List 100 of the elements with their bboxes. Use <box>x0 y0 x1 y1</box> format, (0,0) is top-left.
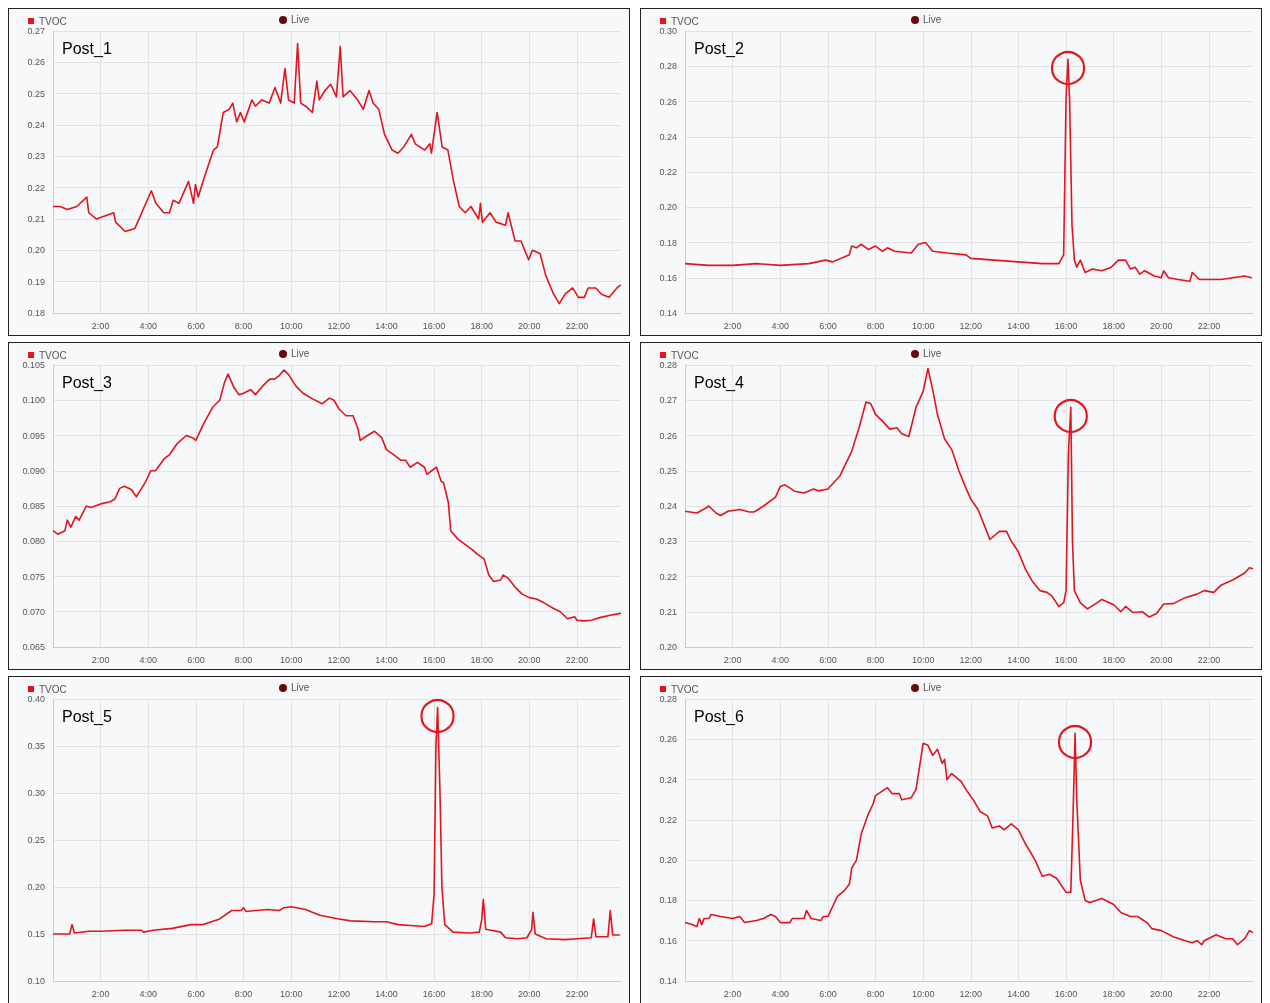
y-tick-label: 0.28 <box>659 61 677 72</box>
y-tick-label: 0.27 <box>659 395 677 406</box>
y-tick-label: 0.22 <box>659 571 677 582</box>
x-tick-label: 8:00 <box>234 988 253 999</box>
y-tick-label: 0.21 <box>27 214 45 224</box>
x-tick-label: 20:00 <box>1150 988 1173 999</box>
x-tick-label: 18:00 <box>1102 320 1125 331</box>
x-tick-label: 4:00 <box>771 654 790 665</box>
x-tick-label: 8:00 <box>234 654 253 665</box>
x-tick-label: 18:00 <box>470 988 493 999</box>
y-tick-label: 0.16 <box>659 272 677 283</box>
y-tick-label: 0.26 <box>27 57 45 68</box>
x-tick-label: 14:00 <box>1007 320 1030 331</box>
y-tick-label: 0.20 <box>659 202 677 213</box>
text: Live <box>923 348 942 359</box>
x-tick-label: 14:00 <box>1007 654 1030 665</box>
x-tick-label: 10:00 <box>911 320 935 331</box>
y-tick-label: 0.27 <box>27 26 45 36</box>
y-tick-label: 0.14 <box>659 308 677 318</box>
y-tick-label: 0.20 <box>27 882 45 892</box>
x-tick-label: 2:00 <box>723 320 742 331</box>
x-tick-label: 6:00 <box>819 320 837 331</box>
y-tick-label: 0.23 <box>659 536 677 547</box>
y-tick-label: 0.30 <box>659 26 677 36</box>
x-tick-label: 20:00 <box>518 654 541 665</box>
x-tick-label: 10:00 <box>279 320 303 331</box>
text: Post_3 <box>62 373 112 392</box>
y-tick-label: 0.25 <box>27 88 45 99</box>
y-tick-label: 0.20 <box>659 855 677 866</box>
x-tick-label: 20:00 <box>1150 654 1173 665</box>
y-tick-label: 0.100 <box>22 395 45 406</box>
y-tick-label: 0.25 <box>27 835 45 845</box>
y-tick-label: 0.14 <box>659 976 677 986</box>
y-tick-label: 0.070 <box>22 606 45 617</box>
x-tick-label: 20:00 <box>1150 320 1173 331</box>
text: Post_6 <box>694 707 744 726</box>
y-tick-label: 0.22 <box>659 814 677 825</box>
x-tick-label: 18:00 <box>470 654 493 665</box>
legend-label: TVOC <box>39 349 67 361</box>
x-tick-label: 16:00 <box>1054 988 1078 999</box>
x-tick-label: 12:00 <box>327 988 351 999</box>
x-tick-label: 10:00 <box>911 654 935 665</box>
x-tick-label: 2:00 <box>91 654 110 665</box>
y-tick-label: 0.075 <box>22 571 45 582</box>
x-tick-label: 4:00 <box>771 988 790 999</box>
x-tick-label: 4:00 <box>139 654 158 665</box>
y-tick-label: 0.24 <box>27 120 45 130</box>
text: Live <box>291 682 310 693</box>
text: Live <box>291 348 310 359</box>
x-tick-label: 2:00 <box>723 654 742 665</box>
x-tick-label: 18:00 <box>1102 988 1125 999</box>
x-tick-label: 6:00 <box>187 320 205 331</box>
text: Post_2 <box>694 39 744 58</box>
text: Post_1 <box>62 39 112 58</box>
y-tick-label: 0.35 <box>27 741 45 751</box>
x-tick-label: 8:00 <box>234 320 253 331</box>
y-tick-label: 0.19 <box>27 276 45 287</box>
x-tick-label: 14:00 <box>1007 988 1030 999</box>
text: Post_5 <box>62 707 112 726</box>
y-tick-label: 0.23 <box>27 151 45 162</box>
legend-label: TVOC <box>671 15 699 27</box>
x-tick-label: 12:00 <box>327 320 351 331</box>
y-tick-label: 0.16 <box>659 935 677 946</box>
y-tick-label: 0.095 <box>22 430 45 441</box>
text: Live <box>923 682 942 693</box>
x-tick-label: 14:00 <box>375 320 398 331</box>
y-tick-label: 0.24 <box>659 131 677 142</box>
y-tick-label: 0.15 <box>27 929 45 939</box>
y-tick-label: 0.24 <box>659 501 677 511</box>
x-tick-label: 22:00 <box>565 654 589 665</box>
y-tick-label: 0.25 <box>659 465 677 476</box>
y-tick-label: 0.065 <box>22 642 45 652</box>
legend-label: TVOC <box>39 683 67 695</box>
x-tick-label: 10:00 <box>279 988 303 999</box>
y-tick-label: 0.20 <box>27 245 45 256</box>
x-tick-label: 12:00 <box>959 988 983 999</box>
x-tick-label: 12:00 <box>959 320 983 331</box>
x-tick-label: 22:00 <box>565 320 589 331</box>
x-tick-label: 6:00 <box>819 654 837 665</box>
x-tick-label: 16:00 <box>1054 320 1078 331</box>
x-tick-label: 18:00 <box>470 320 493 331</box>
y-tick-label: 0.22 <box>27 182 45 193</box>
x-tick-label: 16:00 <box>422 320 446 331</box>
y-tick-label: 0.085 <box>22 501 45 511</box>
x-tick-label: 2:00 <box>91 988 110 999</box>
y-tick-label: 0.105 <box>22 360 45 370</box>
y-tick-label: 0.18 <box>659 237 677 248</box>
x-tick-label: 8:00 <box>866 988 885 999</box>
legend-label: TVOC <box>671 349 699 361</box>
line-series <box>52 42 622 305</box>
x-tick-label: 6:00 <box>187 988 205 999</box>
x-tick-label: 12:00 <box>327 654 351 665</box>
y-tick-label: 0.26 <box>659 430 677 441</box>
x-tick-label: 14:00 <box>375 988 398 999</box>
y-tick-label: 0.40 <box>27 694 45 704</box>
line-series <box>684 367 1254 618</box>
x-tick-label: 2:00 <box>723 988 742 999</box>
y-tick-label: 0.22 <box>659 167 677 177</box>
legend-label: TVOC <box>671 683 699 695</box>
x-tick-label: 8:00 <box>866 654 885 665</box>
